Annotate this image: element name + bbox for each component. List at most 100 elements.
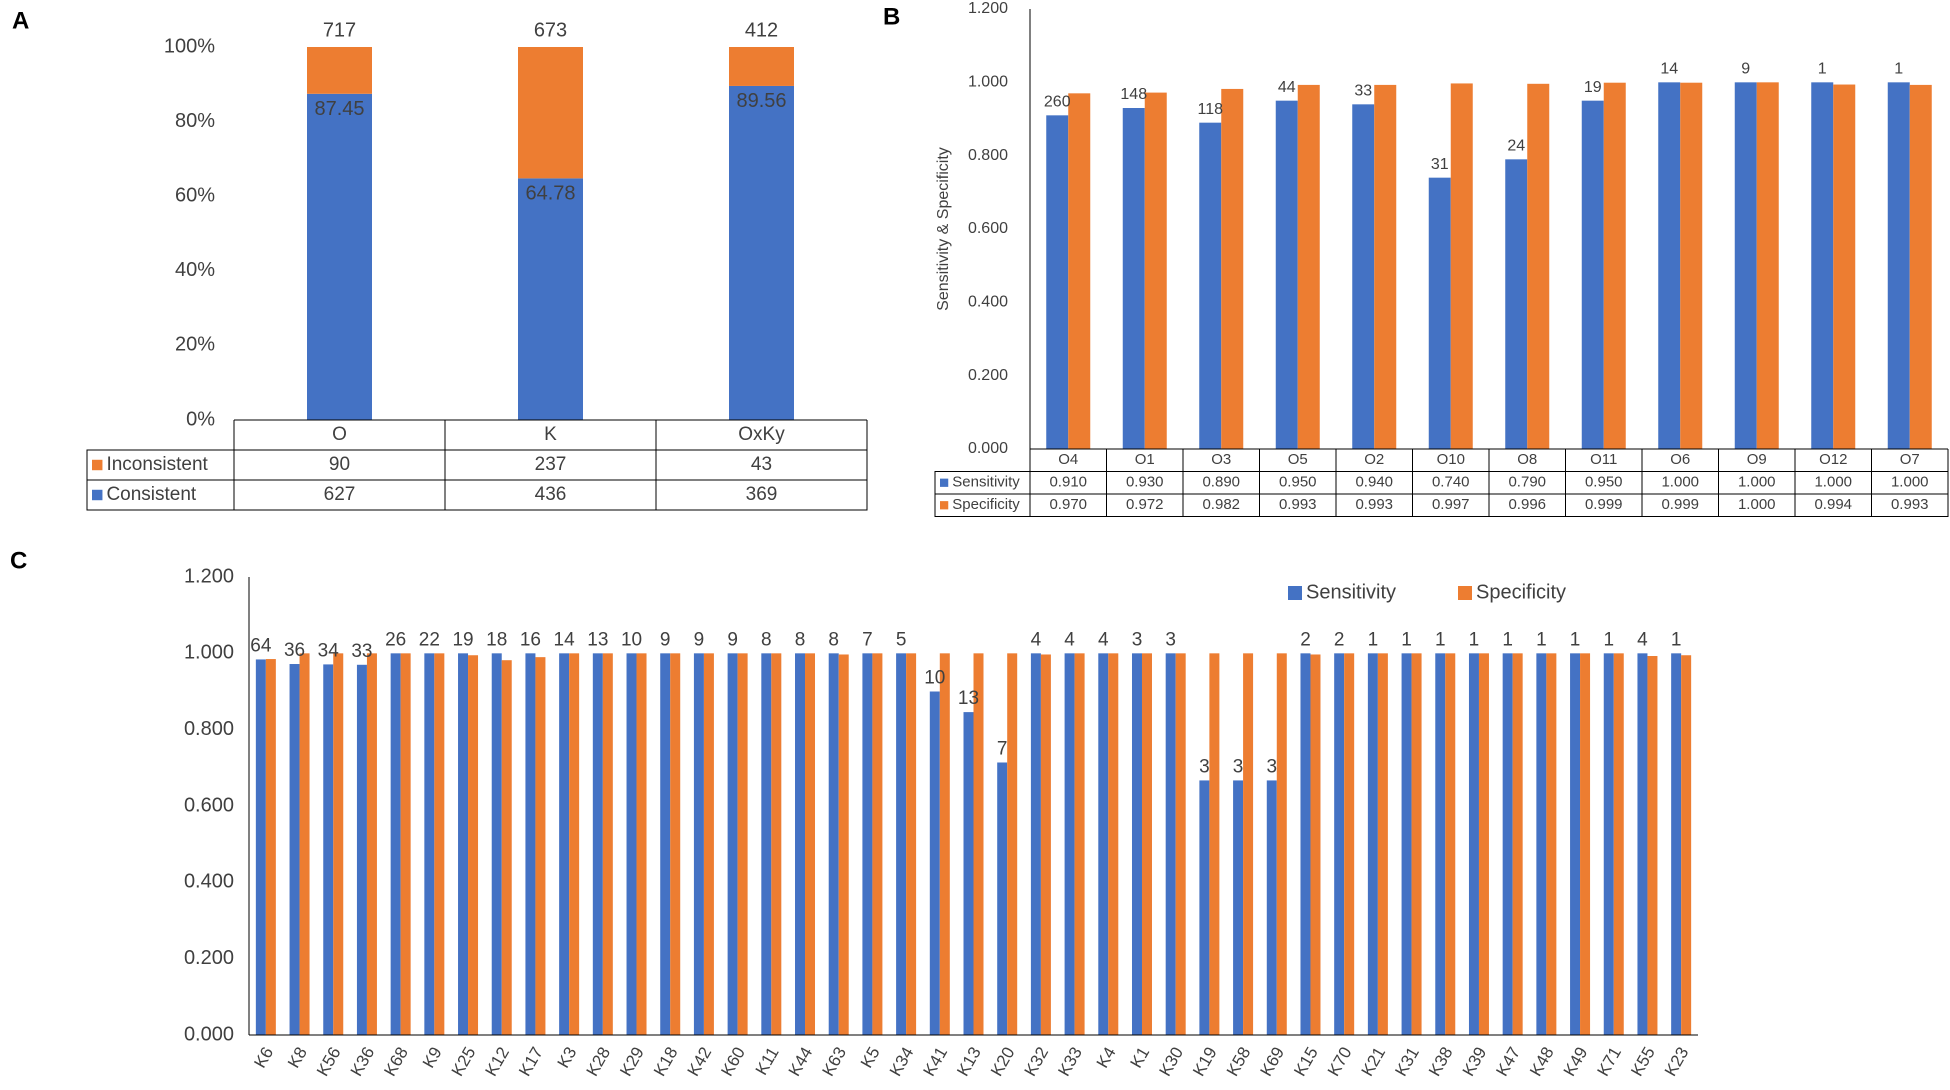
- y-tick-label: 0.200: [184, 947, 234, 969]
- x-tick-label: O2: [1364, 451, 1384, 468]
- y-tick-label: 100%: [164, 35, 215, 57]
- bar: [366, 653, 377, 1035]
- table-cell: 436: [535, 484, 567, 505]
- bar: [592, 653, 603, 1035]
- x-tick-label: O1: [1135, 451, 1155, 468]
- count-label: 1: [1435, 629, 1446, 650]
- count-label: 4: [1637, 629, 1648, 650]
- bar: [1334, 653, 1345, 1035]
- bar: [761, 653, 772, 1035]
- count-label: 19: [452, 629, 473, 650]
- count-label: 1: [1368, 629, 1379, 650]
- bar: [1199, 780, 1210, 1035]
- bar: [1209, 653, 1220, 1035]
- count-label: 7: [997, 739, 1008, 760]
- bar: [906, 653, 917, 1035]
- x-tick-label: K8: [284, 1044, 311, 1072]
- bar: [1603, 82, 1626, 449]
- y-tick-label: 1.000: [968, 74, 1008, 91]
- count-label: 8: [761, 629, 772, 650]
- bar: [973, 653, 984, 1035]
- bar: [1468, 653, 1479, 1035]
- bar: [660, 653, 671, 1035]
- bar: [1411, 653, 1422, 1035]
- bar: [559, 653, 570, 1035]
- bar: [1310, 654, 1321, 1035]
- legend-label: Sensitivity: [1306, 581, 1396, 603]
- bar: [626, 653, 637, 1035]
- x-tick-label: K20: [987, 1044, 1019, 1080]
- bar: [1064, 653, 1075, 1035]
- count-label: 1: [1818, 61, 1827, 78]
- bar: [1527, 83, 1550, 450]
- y-tick-label: 1.200: [968, 0, 1008, 17]
- bar: [525, 653, 536, 1035]
- table-cell: 0.940: [1355, 474, 1393, 491]
- x-tick-label: O7: [1900, 451, 1920, 468]
- y-tick-label: 0.400: [184, 871, 234, 893]
- x-tick-label: K69: [1257, 1044, 1289, 1080]
- y-tick-label: 0.600: [968, 220, 1008, 237]
- legend-swatch: [1288, 586, 1302, 600]
- bar: [424, 653, 435, 1035]
- bar-segment: [518, 47, 583, 179]
- table-cell: 0.999: [1585, 496, 1623, 513]
- bar: [1502, 653, 1513, 1035]
- bar: [1233, 780, 1244, 1035]
- count-label: 10: [621, 629, 642, 650]
- table-cell: 1.000: [1814, 474, 1852, 491]
- legend-label: Sensitivity: [952, 474, 1020, 491]
- bar: [1603, 653, 1614, 1035]
- x-tick-label: K55: [1627, 1044, 1659, 1080]
- count-label: 16: [520, 629, 541, 650]
- x-tick-label: K4: [1093, 1044, 1120, 1072]
- y-tick-label: 40%: [175, 259, 215, 281]
- bar: [501, 660, 512, 1035]
- legend-label: Consistent: [106, 484, 196, 505]
- bar: [1243, 653, 1254, 1035]
- x-tick-label: K19: [1189, 1044, 1221, 1080]
- x-tick-label: K49: [1560, 1044, 1592, 1080]
- bar: [1122, 108, 1145, 449]
- x-tick-label: K11: [752, 1044, 783, 1079]
- bar: [1297, 84, 1320, 450]
- legend-label: Specificity: [1476, 581, 1566, 603]
- bar: [1887, 82, 1910, 449]
- bar: [1046, 115, 1069, 449]
- count-label: 1: [1502, 629, 1513, 650]
- bar: [400, 653, 411, 1035]
- bar: [458, 653, 469, 1035]
- count-label: 13: [958, 688, 979, 709]
- panel-label: B: [883, 3, 900, 30]
- count-label: 3: [1165, 629, 1176, 650]
- bar: [1570, 653, 1581, 1035]
- table-cell: 1.000: [1891, 474, 1929, 491]
- bar: [795, 653, 806, 1035]
- table-cell: 0.982: [1202, 496, 1240, 513]
- table-cell: 0.910: [1049, 474, 1087, 491]
- count-label: 64: [250, 635, 272, 656]
- bar-segment: [307, 47, 372, 94]
- count-label: 13: [587, 629, 608, 650]
- count-label: 44: [1278, 79, 1296, 96]
- count-label: 1: [1671, 629, 1682, 650]
- bar: [838, 654, 849, 1035]
- table-cell: 0.993: [1355, 496, 1393, 513]
- data-label: 89.56: [736, 90, 786, 112]
- bar: [1108, 653, 1119, 1035]
- count-label: 7: [862, 629, 873, 650]
- bar: [535, 657, 546, 1035]
- bar: [1374, 84, 1397, 450]
- x-tick-label: K36: [347, 1044, 379, 1080]
- count-label: 4: [1031, 629, 1042, 650]
- table-cell: 1.000: [1661, 474, 1699, 491]
- x-tick-label: OxKy: [738, 424, 785, 445]
- bar: [1734, 82, 1757, 449]
- table-cell: 0.996: [1508, 496, 1546, 513]
- x-tick-label: K41: [920, 1044, 952, 1080]
- count-label: 9: [694, 629, 705, 650]
- x-tick-label: K5: [857, 1044, 884, 1072]
- count-label: 3: [1266, 756, 1277, 777]
- count-label: 3: [1132, 629, 1143, 650]
